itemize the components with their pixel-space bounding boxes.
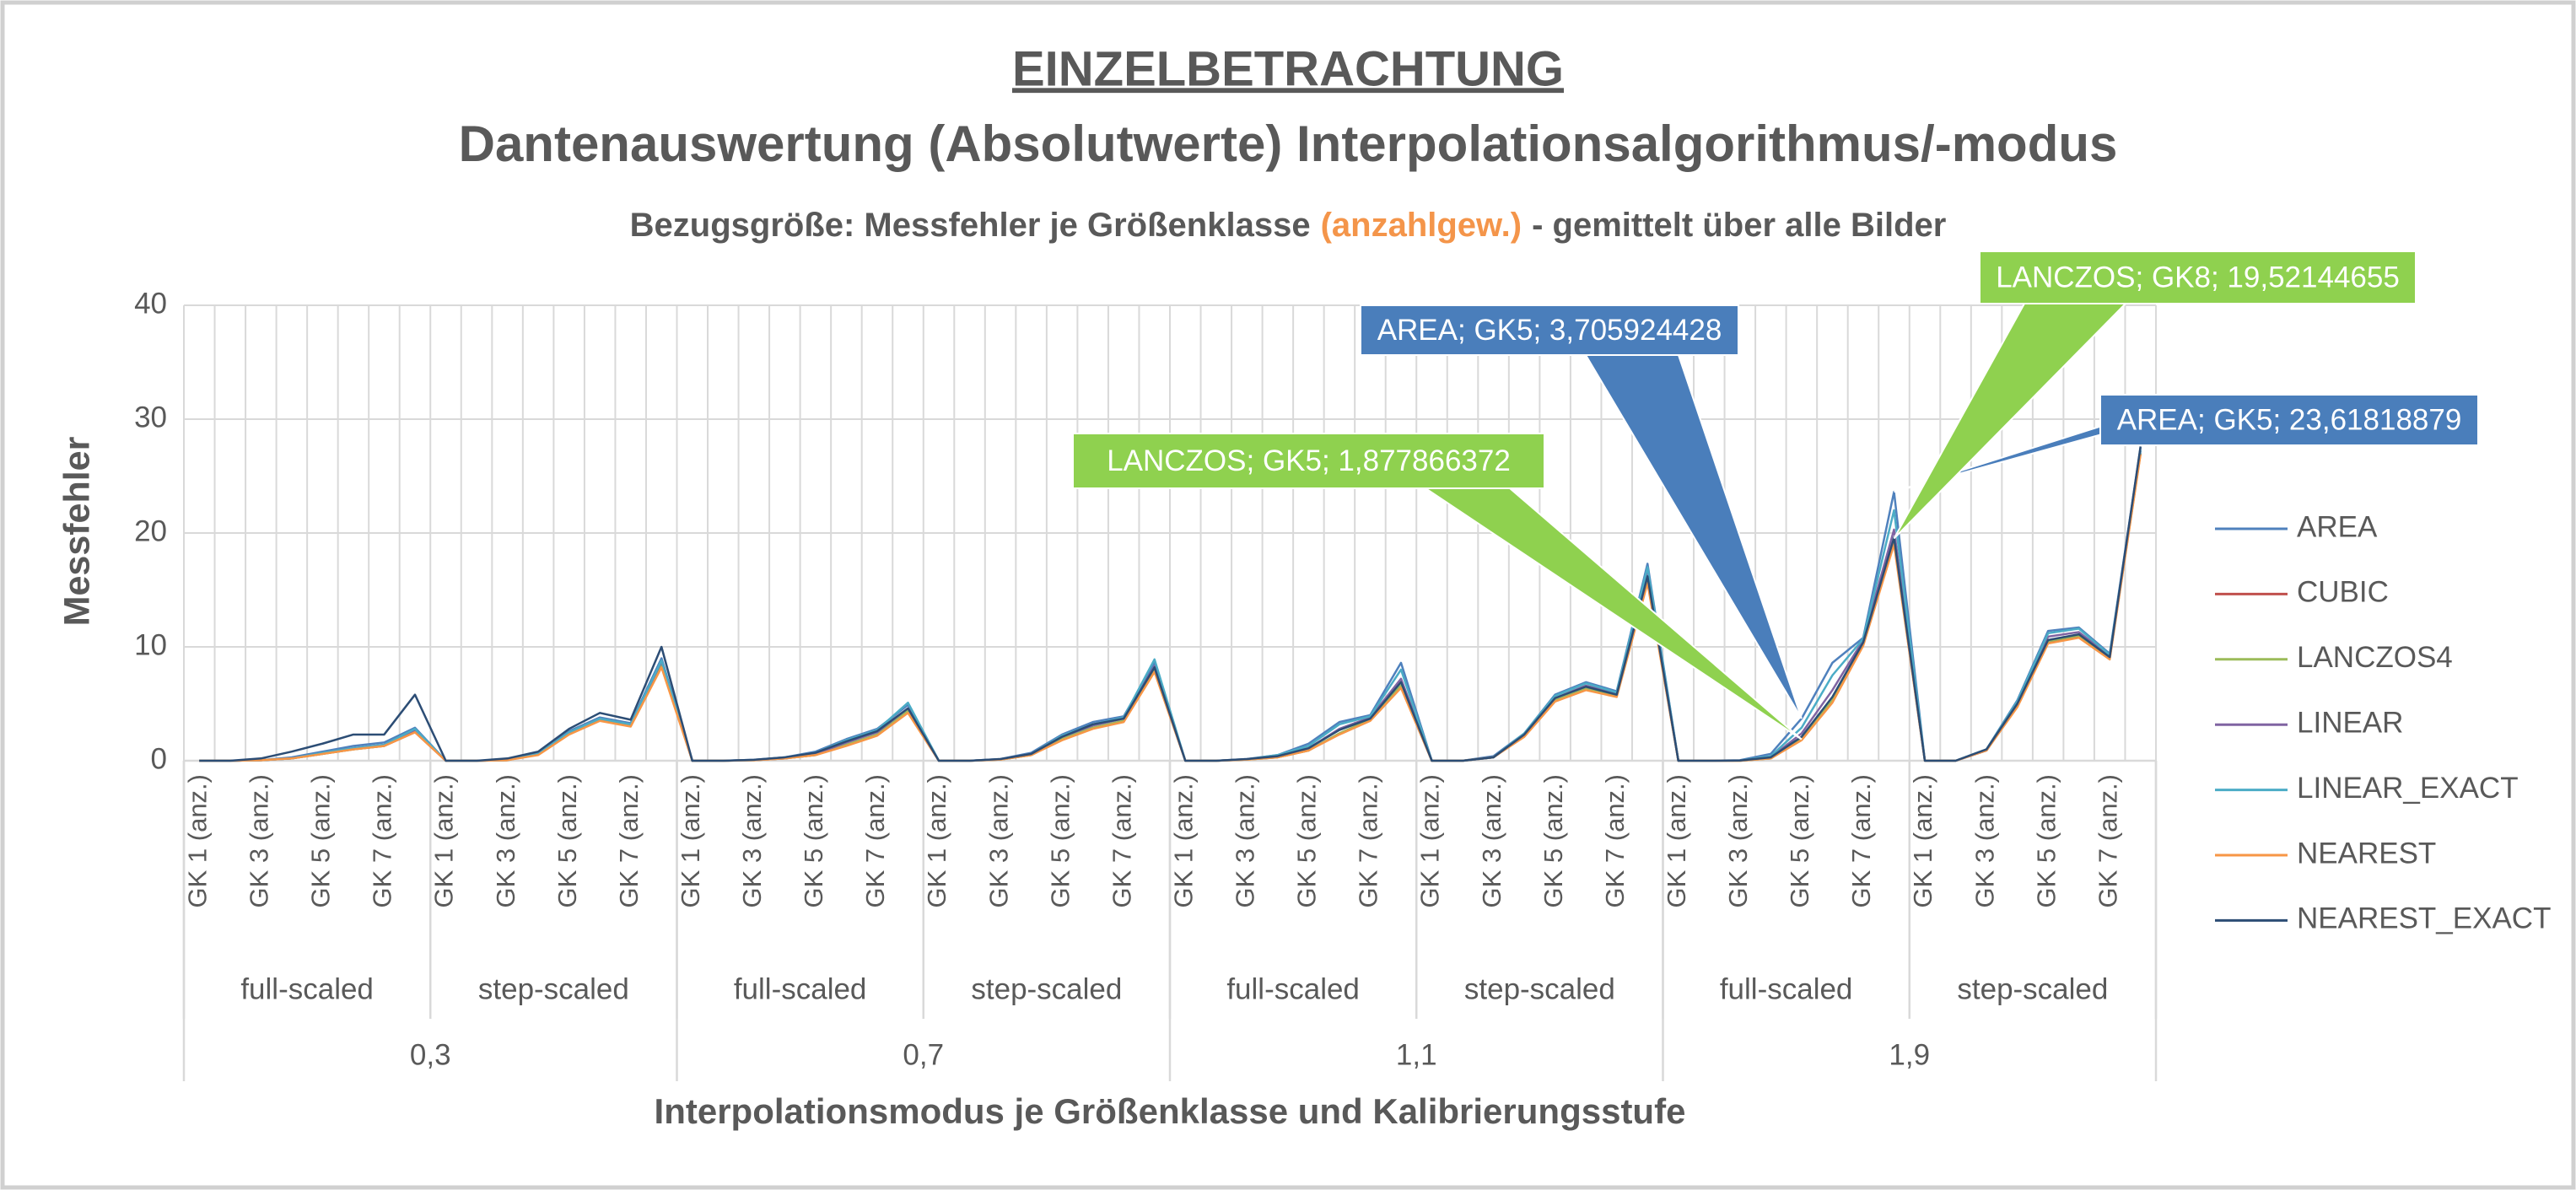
x-group-label: step-scaled bbox=[971, 972, 1122, 1005]
x-tick-label: GK 3 (anz.) bbox=[491, 774, 520, 908]
x-tick-label: GK 5 (anz.) bbox=[552, 774, 582, 908]
data-label: AREA; GK5; 3,705924428 bbox=[1377, 314, 1722, 347]
x-tick-label: GK 7 (anz.) bbox=[368, 774, 397, 908]
x-tick-label: GK 3 (anz.) bbox=[1970, 774, 1999, 908]
x-supergroup-label: 0,7 bbox=[903, 1038, 944, 1071]
x-group-label: step-scaled bbox=[1464, 972, 1615, 1005]
y-tick-label: 0 bbox=[151, 742, 167, 775]
x-tick-label: GK 7 (anz.) bbox=[2093, 774, 2122, 908]
x-group-label: full-scaled bbox=[734, 972, 867, 1005]
series-line bbox=[199, 446, 2142, 762]
x-tick-label: GK 7 (anz.) bbox=[1846, 774, 1876, 908]
x-tick-label: GK 1 (anz.) bbox=[1662, 774, 1691, 908]
x-tick-label: GK 3 (anz.) bbox=[245, 774, 274, 908]
x-group-label: step-scaled bbox=[1957, 972, 2108, 1005]
x-tick-label: GK 3 (anz.) bbox=[737, 774, 767, 908]
y-tick-label: 10 bbox=[134, 628, 167, 661]
chart-title: EINZELBETRACHTUNG bbox=[1012, 41, 1564, 96]
x-tick-label: GK 5 (anz.) bbox=[2031, 774, 2061, 908]
x-tick-label: GK 7 (anz.) bbox=[860, 774, 890, 908]
x-tick-label: GK 1 (anz.) bbox=[1415, 774, 1445, 908]
x-tick-label: GK 7 (anz.) bbox=[1107, 774, 1136, 908]
x-tick-label: GK 1 (anz.) bbox=[1908, 774, 1937, 908]
legend-label: CUBIC bbox=[2297, 576, 2389, 609]
x-tick-label: GK 7 (anz.) bbox=[614, 774, 644, 908]
x-tick-label: GK 1 (anz.) bbox=[922, 774, 951, 908]
legend-label: LINEAR bbox=[2297, 706, 2403, 739]
x-tick-label: GK 7 (anz.) bbox=[1600, 774, 1630, 908]
x-tick-label: GK 5 (anz.) bbox=[306, 774, 336, 908]
legend-label: AREA bbox=[2297, 510, 2378, 543]
callout-box bbox=[1360, 304, 1739, 356]
chart-note: Bezugsgröße: Messfehler je Größenklasse (… bbox=[630, 207, 1947, 244]
x-group-label: full-scaled bbox=[240, 972, 374, 1005]
callout-box bbox=[1072, 433, 1545, 489]
legend-label: NEAREST_EXACT bbox=[2297, 902, 2551, 935]
note-part: - gemittelt über alle Bilder bbox=[1532, 207, 1946, 244]
x-supergroup-label: 0,3 bbox=[410, 1038, 451, 1071]
legend-label: NEAREST bbox=[2297, 837, 2436, 870]
x-tick-label: GK 3 (anz.) bbox=[1723, 774, 1753, 908]
x-tick-label: GK 7 (anz.) bbox=[1354, 774, 1383, 908]
data-label: AREA; GK5; 23,61818879 bbox=[2117, 403, 2462, 436]
callout-box bbox=[1979, 250, 2417, 304]
x-supergroup-label: 1,1 bbox=[1396, 1038, 1437, 1071]
x-tick-label: GK 1 (anz.) bbox=[182, 774, 212, 908]
x-supergroup-label: 1,9 bbox=[1889, 1038, 1930, 1071]
data-label: LANCZOS; GK8; 19,52144655 bbox=[1996, 261, 2400, 293]
x-tick-label: GK 3 (anz.) bbox=[1477, 774, 1506, 908]
note-part: Bezugsgröße: Messfehler je Größenklasse bbox=[630, 207, 1311, 244]
data-label: LANCZOS; GK5; 1,877866372 bbox=[1107, 444, 1511, 477]
chart-subtitle: Dantenauswertung (Absolutwerte) Interpol… bbox=[459, 116, 2118, 172]
x-tick-label: GK 5 (anz.) bbox=[1292, 774, 1322, 908]
legend-label: LINEAR_EXACT bbox=[2297, 772, 2519, 805]
x-group-label: step-scaled bbox=[478, 972, 629, 1005]
x-tick-label: GK 1 (anz.) bbox=[676, 774, 705, 908]
x-tick-label: GK 5 (anz.) bbox=[799, 774, 828, 908]
x-tick-label: GK 5 (anz.) bbox=[1785, 774, 1814, 908]
callout-box bbox=[2099, 394, 2479, 446]
x-tick-label: GK 3 (anz.) bbox=[1231, 774, 1260, 908]
x-group-label: full-scaled bbox=[1720, 972, 1853, 1005]
x-tick-label: GK 1 (anz.) bbox=[1168, 774, 1198, 908]
x-group-label: full-scaled bbox=[1226, 972, 1360, 1005]
y-tick-label: 40 bbox=[134, 287, 167, 320]
legend-label: LANCZOS4 bbox=[2297, 641, 2453, 674]
x-axis-title: Interpolationsmodus je Größenklasse und … bbox=[655, 1091, 1686, 1131]
y-tick-label: 20 bbox=[134, 514, 167, 547]
x-tick-label: GK 3 (anz.) bbox=[984, 774, 1013, 908]
x-tick-label: GK 1 (anz.) bbox=[429, 774, 459, 908]
note-part: (anzahlgew.) bbox=[1321, 207, 1522, 244]
x-tick-label: GK 5 (anz.) bbox=[1539, 774, 1568, 908]
x-tick-label: GK 5 (anz.) bbox=[1045, 774, 1075, 908]
y-tick-label: 30 bbox=[134, 401, 167, 433]
y-axis-title: Messfehler bbox=[57, 436, 97, 626]
